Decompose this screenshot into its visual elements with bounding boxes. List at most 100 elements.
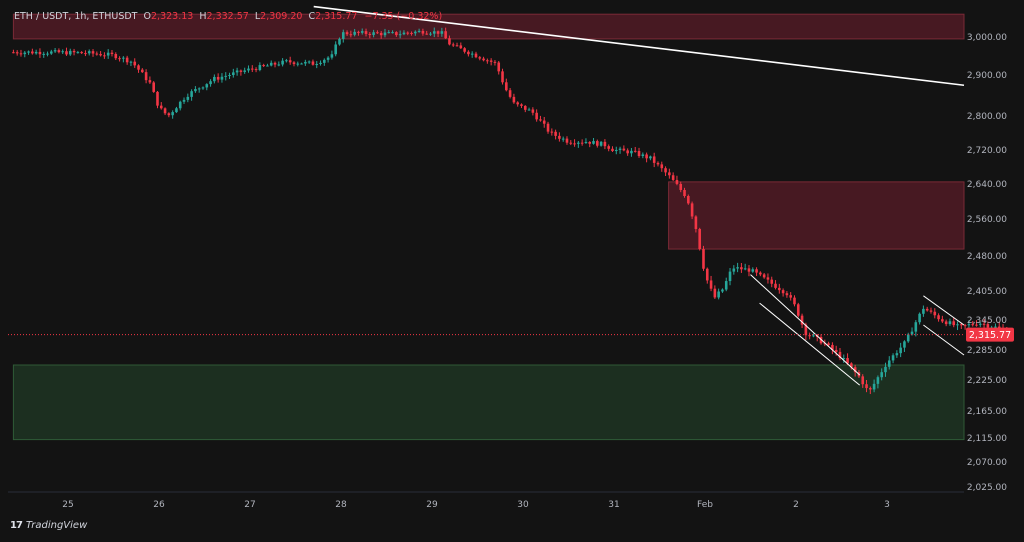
- candle-body: [353, 31, 356, 35]
- candle-body: [895, 353, 899, 356]
- candle-body: [994, 326, 997, 328]
- candle-body: [53, 50, 57, 52]
- candle-body: [91, 51, 95, 54]
- candle-body: [588, 141, 592, 144]
- candle-body: [387, 32, 391, 34]
- candle-body: [372, 32, 375, 35]
- candle-body: [645, 154, 648, 159]
- candle-body: [781, 290, 785, 294]
- candle-body: [622, 148, 626, 151]
- candle-body: [167, 113, 171, 116]
- candle-body: [884, 366, 887, 373]
- candle-body: [243, 70, 246, 72]
- candle-body: [345, 32, 349, 35]
- candle-body: [937, 315, 940, 320]
- candle-body: [853, 367, 857, 373]
- candle-body: [228, 75, 231, 77]
- candle-body: [122, 57, 125, 59]
- high-value: 2,332.57: [206, 11, 249, 22]
- candle-body: [869, 388, 872, 390]
- candle-body: [451, 44, 455, 46]
- y-tick-label: 2,900.00: [967, 71, 1007, 81]
- candle-body: [679, 183, 683, 190]
- candle-body: [690, 203, 694, 217]
- tradingview-brand[interactable]: 17 TradingView: [10, 520, 87, 531]
- candle-body: [702, 249, 705, 269]
- candle-body: [671, 175, 675, 180]
- candle-body: [182, 99, 186, 102]
- candle-body: [269, 62, 273, 66]
- candle-body: [368, 33, 372, 35]
- candle-body: [740, 267, 743, 270]
- candle-body: [31, 51, 34, 54]
- candle-body: [778, 287, 781, 291]
- candle-body: [948, 321, 952, 325]
- candle-body: [747, 268, 751, 272]
- candle-body: [584, 141, 588, 143]
- candle-body: [444, 31, 447, 39]
- candle-body: [785, 293, 789, 296]
- candle-body: [709, 280, 713, 289]
- candle-body: [508, 90, 512, 97]
- candle-body: [133, 61, 137, 66]
- candle-body: [649, 156, 652, 159]
- brand-name: TradingView: [25, 520, 88, 531]
- candle-body: [592, 141, 595, 144]
- candle-body: [603, 141, 607, 147]
- last-price-tag: [966, 327, 1014, 342]
- candle-body: [315, 63, 319, 65]
- low-label: L: [254, 11, 261, 22]
- candle-body: [505, 82, 508, 91]
- candle-body: [205, 84, 209, 88]
- candle-body: [209, 81, 212, 85]
- x-tick-label: 2: [793, 500, 799, 510]
- candle-body: [910, 331, 914, 335]
- trendline-descending-upper: [750, 274, 861, 376]
- candle-body: [971, 324, 974, 326]
- candle-body: [38, 51, 42, 55]
- candle-body: [944, 321, 948, 325]
- candle-body: [558, 135, 561, 139]
- candle-body: [933, 311, 937, 316]
- candle-body: [918, 313, 921, 323]
- candle-body: [683, 189, 686, 196]
- candle-body: [656, 162, 660, 165]
- candle-body: [675, 179, 679, 184]
- open-label: O: [143, 11, 152, 22]
- y-tick-label: 2,025.00: [967, 483, 1007, 493]
- candle-body: [281, 60, 284, 65]
- candle-body: [27, 51, 30, 53]
- candle-body: [565, 138, 569, 143]
- candle-body: [539, 119, 542, 121]
- y-tick-label: 2,405.00: [967, 287, 1007, 297]
- candle-body: [72, 50, 76, 53]
- close-value: 2,315.77: [315, 11, 358, 22]
- candle-body: [42, 53, 46, 55]
- candle-body: [262, 65, 265, 67]
- candle-body: [891, 355, 895, 361]
- x-tick-label: 28: [335, 500, 347, 510]
- y-tick-label: 2,285.00: [967, 346, 1007, 356]
- candle-body: [432, 31, 436, 34]
- candle-body: [266, 65, 269, 67]
- x-tick-label: Feb: [697, 500, 713, 510]
- candle-body: [99, 54, 102, 56]
- x-tick-label: 29: [426, 500, 438, 510]
- candle-body: [152, 82, 155, 92]
- candle-body: [497, 62, 501, 72]
- candle-body: [436, 31, 440, 34]
- trendline-flag-upper: [923, 295, 965, 326]
- candle-body: [34, 51, 38, 54]
- candle-body: [76, 52, 80, 54]
- supply-zone: [668, 181, 965, 250]
- candle-body: [482, 58, 485, 61]
- candle-body: [906, 334, 910, 342]
- candle-body: [129, 61, 133, 63]
- candle-body: [383, 32, 387, 36]
- candle-body: [914, 322, 918, 332]
- candle-body: [239, 70, 243, 72]
- close-label: C: [308, 11, 316, 22]
- candle-body: [201, 87, 205, 89]
- candle-body: [580, 142, 584, 144]
